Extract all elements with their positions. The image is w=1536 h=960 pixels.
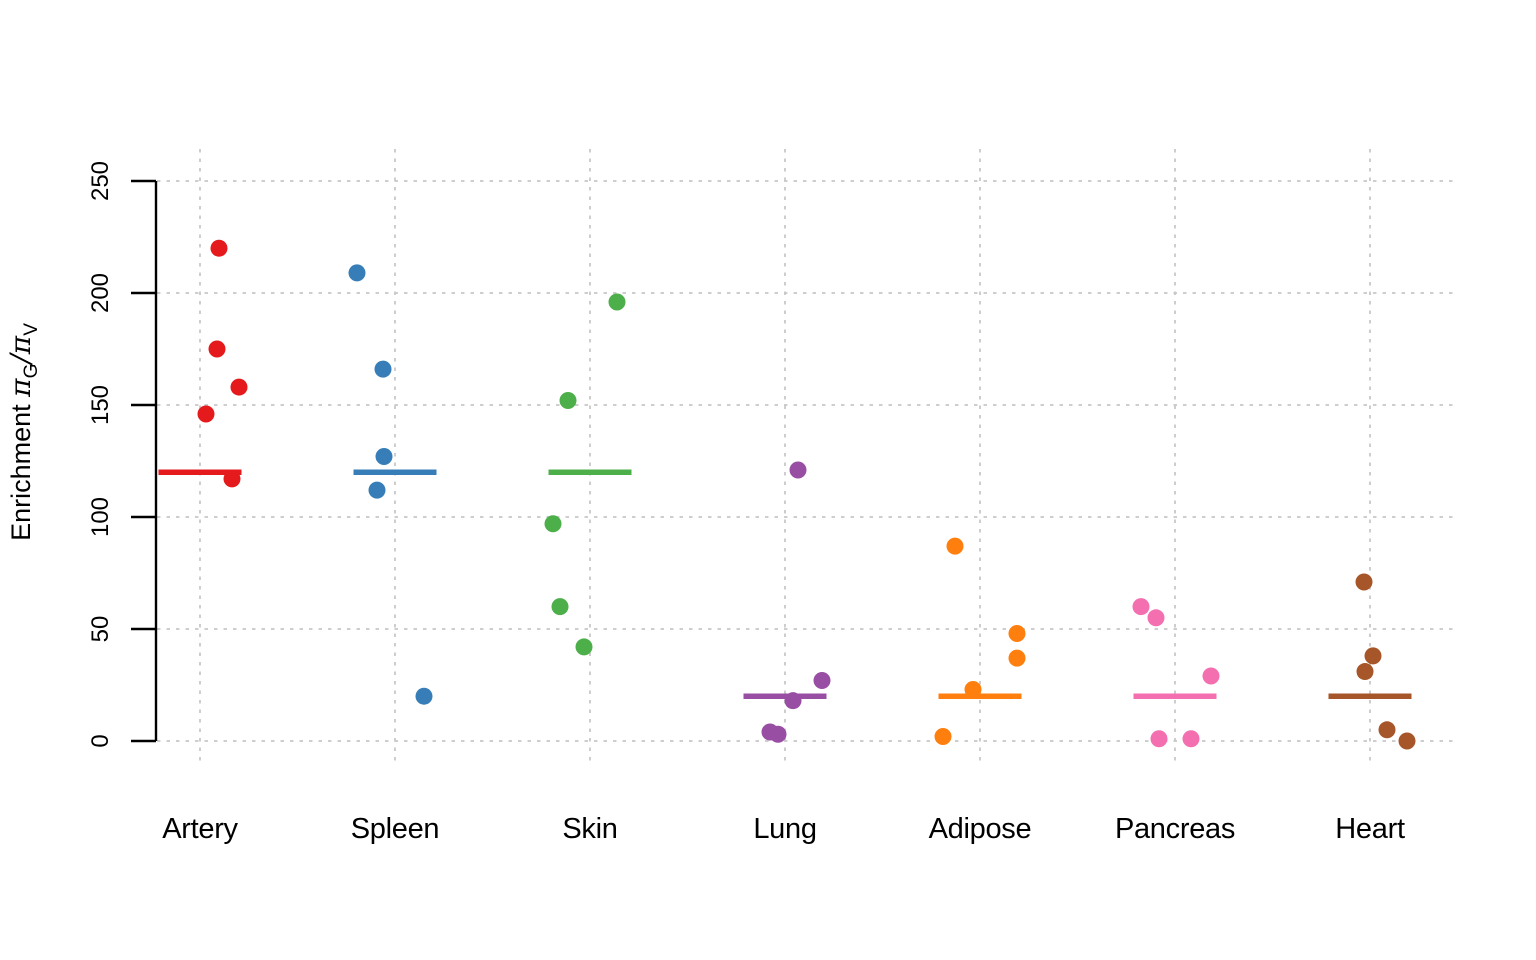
data-point-lung (813, 672, 831, 690)
data-point-adipose (934, 728, 952, 746)
x-category-label-artery: Artery (162, 813, 238, 845)
y-tick-label: 150 (87, 385, 114, 425)
y-tick-label: 200 (87, 273, 114, 313)
data-point-pancreas (1182, 730, 1200, 748)
data-point-heart (1355, 573, 1373, 591)
data-point-artery (197, 405, 215, 423)
data-point-skin (608, 293, 626, 311)
data-point-artery (208, 340, 226, 358)
data-point-spleen (348, 264, 366, 282)
x-category-label-lung: Lung (753, 813, 816, 845)
data-point-lung (784, 692, 802, 710)
data-point-lung (789, 461, 807, 479)
data-point-lung (769, 725, 787, 743)
x-category-label-skin: Skin (562, 813, 617, 845)
data-point-heart (1356, 663, 1374, 681)
data-point-adipose (946, 537, 964, 555)
data-point-spleen (415, 687, 433, 705)
data-point-spleen (368, 481, 386, 499)
y-tick-label: 0 (87, 734, 114, 747)
data-point-pancreas (1132, 598, 1150, 616)
data-point-adipose (1008, 649, 1026, 667)
data-point-spleen (375, 448, 393, 466)
data-point-skin (559, 392, 577, 410)
data-point-skin (544, 515, 562, 533)
y-tick-label: 50 (87, 616, 114, 643)
data-point-spleen (374, 360, 392, 378)
data-point-pancreas (1202, 667, 1220, 685)
y-tick-label: 100 (87, 497, 114, 537)
data-point-skin (551, 598, 569, 616)
data-point-skin (575, 638, 593, 656)
data-point-adipose (1008, 624, 1026, 642)
data-point-artery (223, 470, 241, 488)
x-category-label-adipose: Adipose (929, 813, 1032, 845)
data-point-heart (1364, 647, 1382, 665)
data-point-heart (1398, 732, 1416, 750)
data-point-artery (230, 378, 248, 396)
data-point-pancreas (1147, 609, 1165, 627)
x-category-label-heart: Heart (1335, 813, 1405, 845)
y-tick-label: 250 (87, 161, 114, 201)
x-category-label-pancreas: Pancreas (1115, 813, 1235, 845)
x-category-label-spleen: Spleen (351, 813, 440, 845)
data-point-adipose (964, 680, 982, 698)
y-axis-title: Enrichment πG/πV (4, 323, 42, 541)
data-point-artery (210, 239, 228, 257)
data-point-heart (1378, 721, 1396, 739)
data-point-pancreas (1150, 730, 1168, 748)
